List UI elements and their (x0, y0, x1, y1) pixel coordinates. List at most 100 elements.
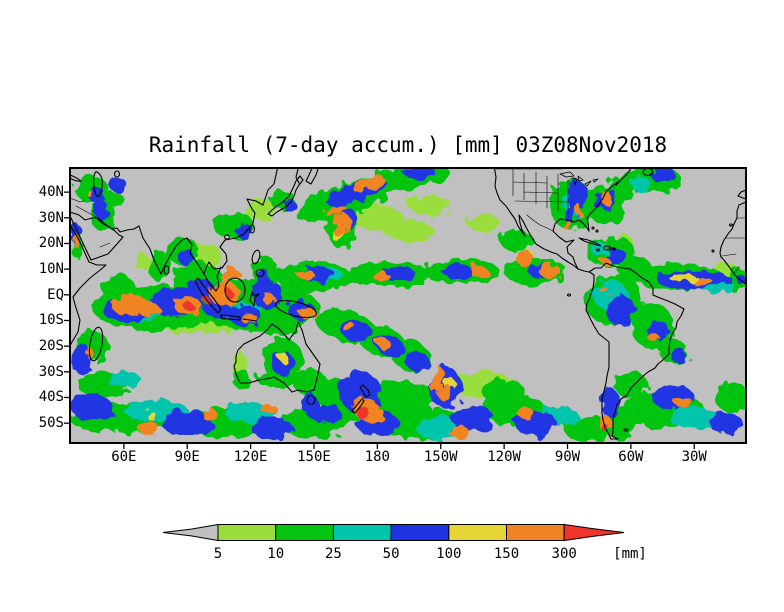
coastlines-layer (70, 168, 746, 440)
cuba (578, 237, 602, 247)
rain-cell (259, 402, 276, 413)
lat-label-50S: 50S (38, 415, 64, 432)
galapagos (566, 293, 572, 297)
lon-label-120E: 120E (233, 449, 268, 465)
colorbar-level-label: 300 (552, 546, 577, 562)
canary-islands (728, 223, 734, 227)
rain-cell (675, 396, 693, 409)
rain-cell (324, 204, 346, 216)
caspian-sea (93, 171, 103, 197)
rain-cell (601, 189, 610, 205)
java (220, 314, 241, 321)
map-area: 40N 30N 20N 10N EQ 10S 20S 30S 40S 50S 60E 90E 120E… (39, 167, 747, 464)
lat-label-20S: 20S (38, 338, 64, 355)
hispaniola (602, 245, 612, 251)
lon-label-60E: 60E (111, 449, 137, 465)
colorbar-unit-label: [mm] (613, 546, 647, 562)
rain-cell (383, 220, 435, 241)
rain-cell (483, 379, 526, 406)
rain-cell (436, 384, 454, 401)
falkland-islands (623, 428, 629, 432)
south-america-coastline (585, 262, 685, 440)
rain-cell (567, 181, 589, 213)
bahamas-2 (595, 229, 599, 233)
rain-cell (599, 285, 608, 294)
lat-label-20N: 20N (38, 235, 64, 252)
rain-cell (257, 269, 270, 285)
rain-cell (447, 424, 469, 438)
great-lakes (559, 171, 599, 187)
rain-cell (203, 409, 218, 422)
colorbar-level-label: 10 (267, 546, 284, 562)
colorbar-below-min-arrow (162, 523, 219, 542)
rain-cell (671, 348, 688, 365)
sri-lanka (163, 265, 170, 275)
rain-cell (356, 406, 369, 420)
rain-cell (233, 369, 251, 390)
rain-cell (470, 265, 488, 279)
bahamas (591, 226, 595, 230)
north-america-west-coastline (493, 168, 590, 273)
rain-cell (692, 278, 714, 286)
rain-cell (668, 407, 720, 429)
colorbar-segment (506, 524, 565, 541)
rain-cell (540, 264, 562, 280)
puerto-rico (611, 247, 617, 251)
colorbar-level-label: 5 (214, 546, 222, 562)
rain-cell (307, 402, 342, 424)
jamaica (595, 248, 601, 252)
africa-country-borders (721, 217, 746, 275)
japan-coastline (267, 175, 304, 217)
rain-cell (72, 234, 81, 248)
rain-cell (297, 269, 314, 280)
sulawesi (249, 291, 260, 307)
rain-cell (499, 230, 534, 252)
rain-cell (373, 271, 390, 282)
aral-sea (113, 170, 121, 178)
rain-cell (563, 220, 572, 231)
rain-cell (138, 421, 160, 435)
rain-cell (161, 410, 213, 436)
lon-label-120W: 120W (487, 449, 521, 465)
north-america-east-coastline (552, 168, 632, 270)
new-zealand-south (351, 398, 365, 414)
rain-cell (314, 377, 348, 408)
plot-title: Rainfall (7-day accum.) [mm] 03Z08Nov201… (148, 133, 668, 157)
lon-label-150E: 150E (297, 449, 331, 465)
rain-cell (409, 194, 452, 216)
rain-cell (605, 294, 636, 326)
rain-cell (402, 168, 437, 180)
new-zealand-north (359, 384, 371, 398)
rain-cell (235, 222, 253, 239)
sumatra (194, 277, 222, 314)
rain-cell (149, 251, 171, 282)
india-coastline (138, 225, 205, 275)
rain-cell (250, 418, 293, 439)
rain-cell (429, 367, 444, 392)
rain-cell (377, 338, 391, 349)
rain-cell (715, 382, 746, 413)
black-sea (70, 174, 82, 182)
lat-label-10S: 10S (38, 312, 64, 329)
rain-cell (601, 387, 619, 418)
rain-cell (138, 302, 160, 318)
lat-label-10N: 10N (38, 261, 64, 278)
new-guinea (275, 299, 317, 319)
rain-cell (668, 274, 699, 282)
lat-label-EQ: EQ (47, 286, 64, 303)
rain-cell (147, 410, 156, 421)
rain-cell (183, 302, 194, 311)
tasmania (306, 394, 316, 406)
lon-label-150W: 150W (423, 449, 458, 465)
rain-cell (405, 350, 430, 373)
africa-east-coastline (70, 224, 107, 347)
rain-cell (278, 351, 287, 362)
world-rainfall-map (64, 167, 747, 449)
colorbar-segment (217, 524, 277, 541)
rain-cell (343, 323, 357, 334)
borneo (224, 277, 246, 303)
cape-verde (711, 249, 715, 253)
rain-cell (563, 207, 576, 223)
rain-cell (633, 176, 650, 193)
colorbar-level-label: 50 (383, 546, 400, 562)
